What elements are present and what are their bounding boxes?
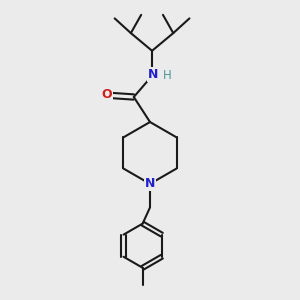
Text: H: H [163,69,172,82]
Text: N: N [148,68,159,81]
Text: O: O [101,88,112,100]
Text: N: N [145,177,155,190]
